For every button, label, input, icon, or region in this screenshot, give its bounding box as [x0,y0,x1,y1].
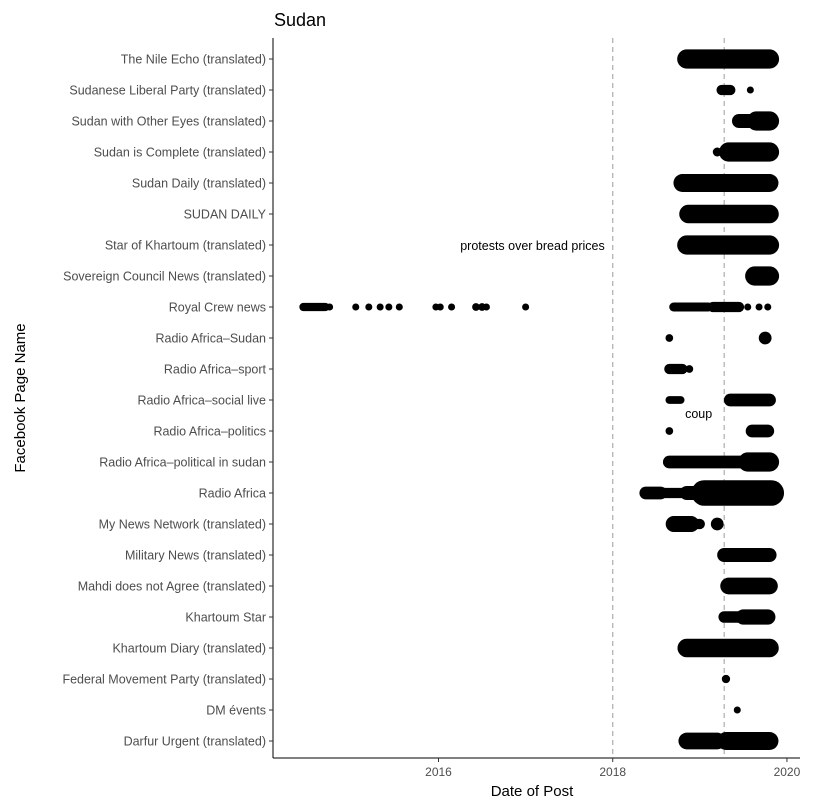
data-band [662,455,750,469]
data-point [665,334,674,342]
data-band [679,204,779,224]
y-tick-label: Sudan with Other Eyes (translated) [71,115,266,129]
data-point [746,86,754,94]
data-point [712,147,722,157]
data-band [665,396,685,404]
data-band [677,235,780,255]
data-point [365,303,373,311]
data-band [723,393,776,407]
data-band [716,732,779,750]
data-band [717,547,777,563]
data-point [482,303,490,311]
y-tick-label: Radio Africa–Sudan [156,332,267,346]
data-band [745,424,775,438]
data-band [745,266,780,286]
y-tick-label: Radio Africa–sport [164,363,267,377]
data-point [758,331,772,345]
y-tick-label: Sudan is Complete (translated) [94,146,266,160]
data-band [669,302,714,312]
y-tick-label: SUDAN DAILY [184,208,267,222]
y-tick-labels: The Nile Echo (translated) Sudanese Liber… [62,53,273,749]
y-tick-label: Radio Africa [199,487,266,501]
data-point [721,674,731,684]
y-tick-label: Khartoum Star [185,611,266,625]
x-tick-label: 2016 [425,765,452,779]
y-tick-label: Khartoum Diary (translated) [112,642,266,656]
y-tick-label: Radio Africa–politics [153,425,266,439]
y-tick-label: Federal Movement Party (translated) [62,673,266,687]
data-point [472,303,480,311]
y-tick-label: Darfur Urgent (translated) [124,735,266,749]
data-point [376,303,384,311]
data-band [746,111,780,131]
data-band [664,363,688,375]
y-tick-label: DM évents [206,704,266,718]
data-point [448,303,456,311]
data-point [395,303,403,311]
y-tick-label: Royal Crew news [169,301,266,315]
y-tick-label: Sovereign Council News (translated) [63,270,266,284]
y-axis-title: Facebook Page Name [12,323,29,472]
event-label: protests over bread prices [460,239,605,253]
x-axis-title: Date of Post [491,783,574,800]
data-point [755,303,763,311]
x-tick-label: 2020 [774,765,801,779]
y-tick-label: Radio Africa–political in sudan [99,456,266,470]
y-tick-label: Military News (translated) [125,549,266,563]
data-band [716,84,736,96]
y-tick-label: Star of Khartoum (translated) [105,239,266,253]
data-point [764,303,772,311]
data-point [733,706,741,714]
data-point [436,303,444,311]
data-band [735,609,776,625]
y-tick-label: My News Network (translated) [99,518,266,532]
data-band [738,452,780,472]
plot-area: protests over bread prices coup [299,38,785,758]
y-tick-label: Radio Africa–social live [137,394,266,408]
data-band [639,486,668,500]
data-band [691,480,785,506]
data-band [673,174,779,192]
data-point [710,517,724,531]
data-band [299,302,330,312]
data-band [678,732,726,750]
data-band [687,518,705,530]
y-tick-label: The Nile Echo (translated) [121,53,266,67]
data-point [522,303,530,311]
data-point [744,303,752,311]
y-tick-label: Sudanese Liberal Party (translated) [69,84,266,98]
y-tick-label: Mahdi does not Agree (translated) [78,580,266,594]
data-band [720,577,778,595]
data-point [685,365,694,373]
data-band [677,638,779,658]
data-band [707,301,745,313]
event-label: coup [685,407,712,421]
data-point [385,303,393,311]
data-band [718,142,780,162]
chart-title: Sudan [274,10,326,30]
y-tick-label: Sudan Daily (translated) [132,177,266,191]
data-band [677,49,780,69]
data-point [665,427,674,435]
data-point [326,303,334,311]
x-tick-label: 2018 [599,765,626,779]
data-point [352,303,360,311]
x-ticks: 2016 2018 2020 [425,758,801,779]
